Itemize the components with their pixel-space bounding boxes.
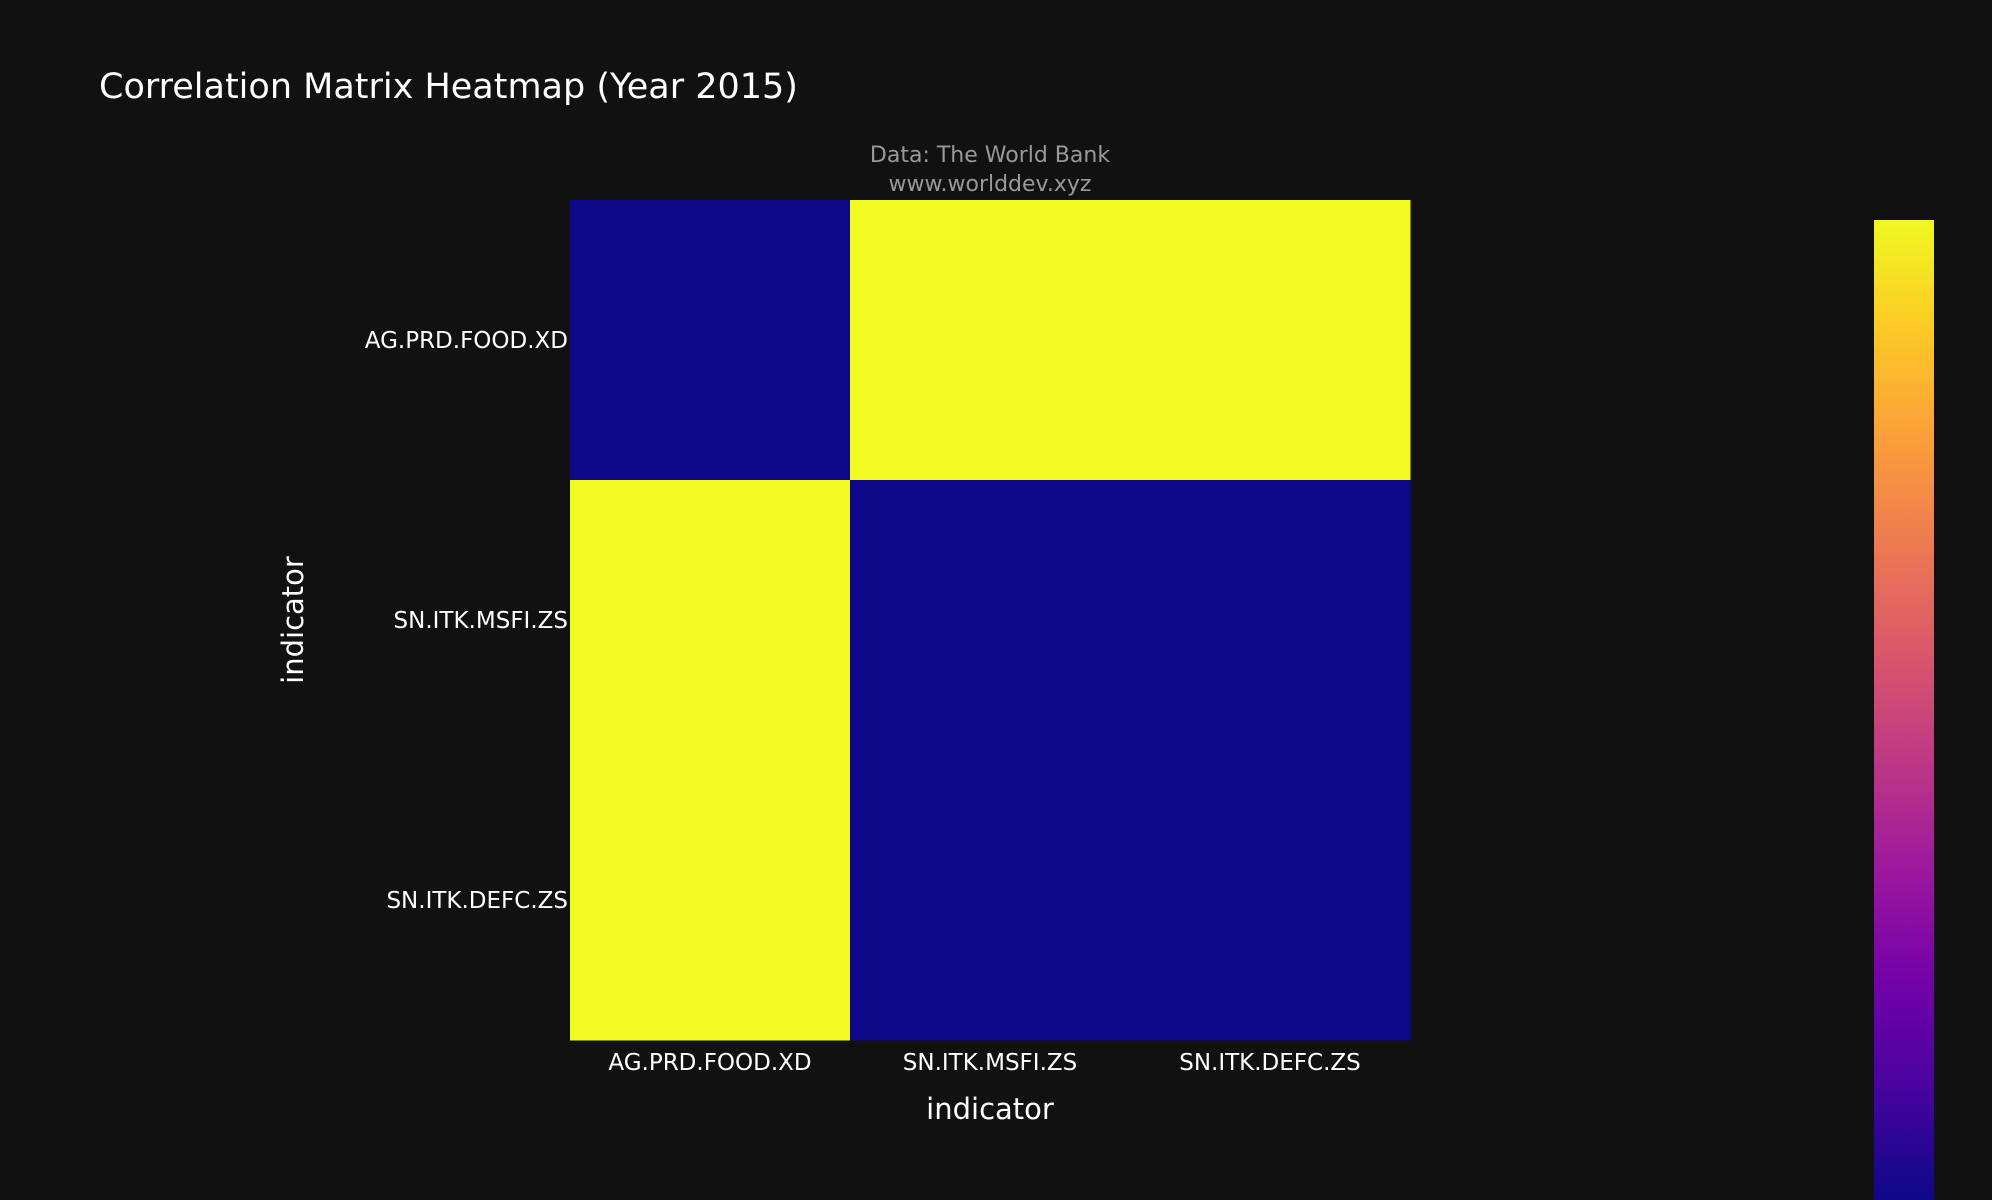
heatmap-cell-AG.PRD.FOOD.XD-AG.PRD.FOOD.XD [570, 200, 851, 481]
heatmap-cell-AG.PRD.FOOD.XD-SN.ITK.MSFI.ZS [850, 200, 1131, 481]
x-axis-ticks: AG.PRD.FOOD.XD SN.ITK.MSFI.ZS SN.ITK.DEFC.… [608, 1050, 1360, 1076]
heatmap-cell-SN.ITK.DEFC.ZS-SN.ITK.DEFC.ZS [1130, 760, 1411, 1041]
chart-subtitle-line-2: www.worlddev.xyz [889, 172, 1092, 197]
y-tick-label: SN.ITK.DEFC.ZS [386, 888, 568, 914]
heatmap-cell-AG.PRD.FOOD.XD-SN.ITK.DEFC.ZS [1130, 200, 1411, 481]
colorbar [1874, 220, 1934, 1200]
heatmap-cell-SN.ITK.DEFC.ZS-AG.PRD.FOOD.XD [570, 760, 851, 1041]
y-tick-label: SN.ITK.MSFI.ZS [394, 608, 568, 634]
chart-subtitle-line-1: Data: The World Bank [870, 143, 1110, 168]
x-tick-label: SN.ITK.DEFC.ZS [1179, 1050, 1361, 1076]
heatmap-cell-SN.ITK.DEFC.ZS-SN.ITK.MSFI.ZS [850, 760, 1131, 1041]
y-tick-label: AG.PRD.FOOD.XD [365, 328, 568, 354]
x-tick-label: AG.PRD.FOOD.XD [608, 1050, 811, 1076]
heatmap-cells [570, 200, 1411, 1041]
chart-title: Correlation Matrix Heatmap (Year 2015) [99, 67, 798, 107]
heatmap-cell-SN.ITK.MSFI.ZS-SN.ITK.DEFC.ZS [1130, 480, 1411, 761]
heatmap-cell-SN.ITK.MSFI.ZS-AG.PRD.FOOD.XD [570, 480, 851, 761]
x-tick-label: SN.ITK.MSFI.ZS [903, 1050, 1077, 1076]
y-axis-ticks: AG.PRD.FOOD.XD SN.ITK.MSFI.ZS SN.ITK.DEFC.… [365, 328, 568, 914]
x-axis-label: indicator [926, 1092, 1054, 1126]
heatmap-cell-SN.ITK.MSFI.ZS-SN.ITK.MSFI.ZS [850, 480, 1131, 761]
y-axis-label: indicator [276, 556, 310, 684]
